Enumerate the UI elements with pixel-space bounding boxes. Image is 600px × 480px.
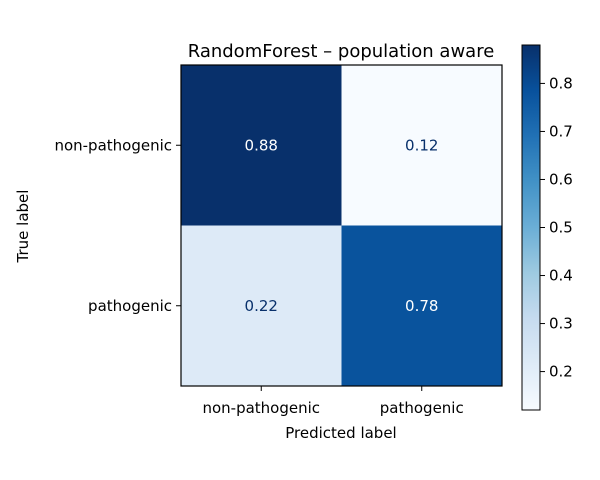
- x-tick-label: non-pathogenic: [202, 399, 320, 417]
- matrix-cell-r1-c0: [181, 225, 342, 386]
- colorbar-ticks: 0.2 0.3 0.4 0.5 0.6 0.7 0.8: [540, 74, 573, 381]
- colorbar-tick-label: 0.2: [549, 363, 573, 381]
- cell-value-label-r0-c0: 0.88: [245, 136, 278, 154]
- y-tick-label: pathogenic: [88, 297, 172, 315]
- cell-value-label-r0-c1: 0.12: [405, 136, 438, 154]
- colorbar-tick-label: 0.6: [549, 170, 573, 188]
- colorbar-tick-label: 0.3: [549, 315, 573, 333]
- colorbar-tick-label: 0.5: [549, 219, 573, 237]
- colorbar-tick-label: 0.4: [549, 267, 573, 285]
- matrix-cell-r0-c1: [341, 65, 502, 226]
- colorbar-tick-label: 0.8: [549, 74, 573, 92]
- matrix-cell-r1-c1: [341, 225, 502, 386]
- matrix-cells: 0.88 0.12 0.22 0.78: [181, 65, 502, 386]
- y-axis-ticks: non-pathogenic pathogenic: [54, 136, 181, 315]
- x-tick-label: pathogenic: [380, 399, 464, 417]
- x-axis-title: Predicted label: [285, 424, 396, 442]
- matrix-cell-r0-c0: [181, 65, 342, 226]
- colorbar-gradient: [522, 45, 540, 410]
- chart-title: RandomForest – population aware: [188, 41, 495, 62]
- colorbar-tick-label: 0.7: [549, 122, 573, 140]
- y-tick-label: non-pathogenic: [54, 136, 172, 154]
- x-axis-ticks: non-pathogenic pathogenic: [202, 386, 464, 417]
- y-axis-title: True label: [14, 190, 32, 264]
- cell-value-label-r1-c1: 0.78: [405, 297, 438, 315]
- matrix-frame: [180, 64, 503, 387]
- cell-value-label-r1-c0: 0.22: [245, 297, 278, 315]
